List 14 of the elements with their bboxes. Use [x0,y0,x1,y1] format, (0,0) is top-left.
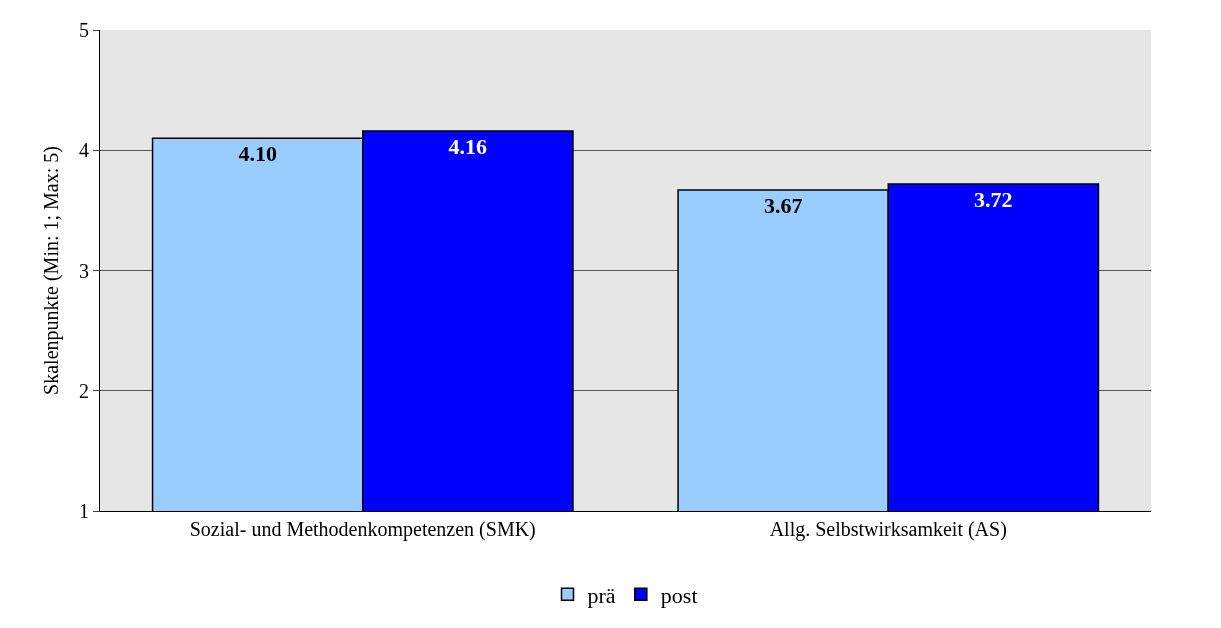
y-tick-label: 3 [79,259,89,282]
legend-label: post [660,582,698,608]
x-tick-label: Sozial- und Methodenkompetenzen (SMK) [189,518,536,541]
data-label: 4.16 [448,134,488,160]
y-tick-label: 2 [79,379,89,402]
y-tick-label: 5 [79,19,89,41]
y-tick-label: 4 [79,139,89,162]
data-label: 4.10 [238,141,277,167]
y-axis-title: Skalenpunkte (Min: 1; Max: 5) [39,146,63,395]
data-label: 3.72 [974,186,1013,212]
data-label: 3.67 [763,192,803,218]
x-tick-label: Allg. Selbstwirksamkeit (AS) [769,518,1007,541]
y-tick-label: 1 [79,500,89,522]
legend-label: prä [587,582,616,608]
